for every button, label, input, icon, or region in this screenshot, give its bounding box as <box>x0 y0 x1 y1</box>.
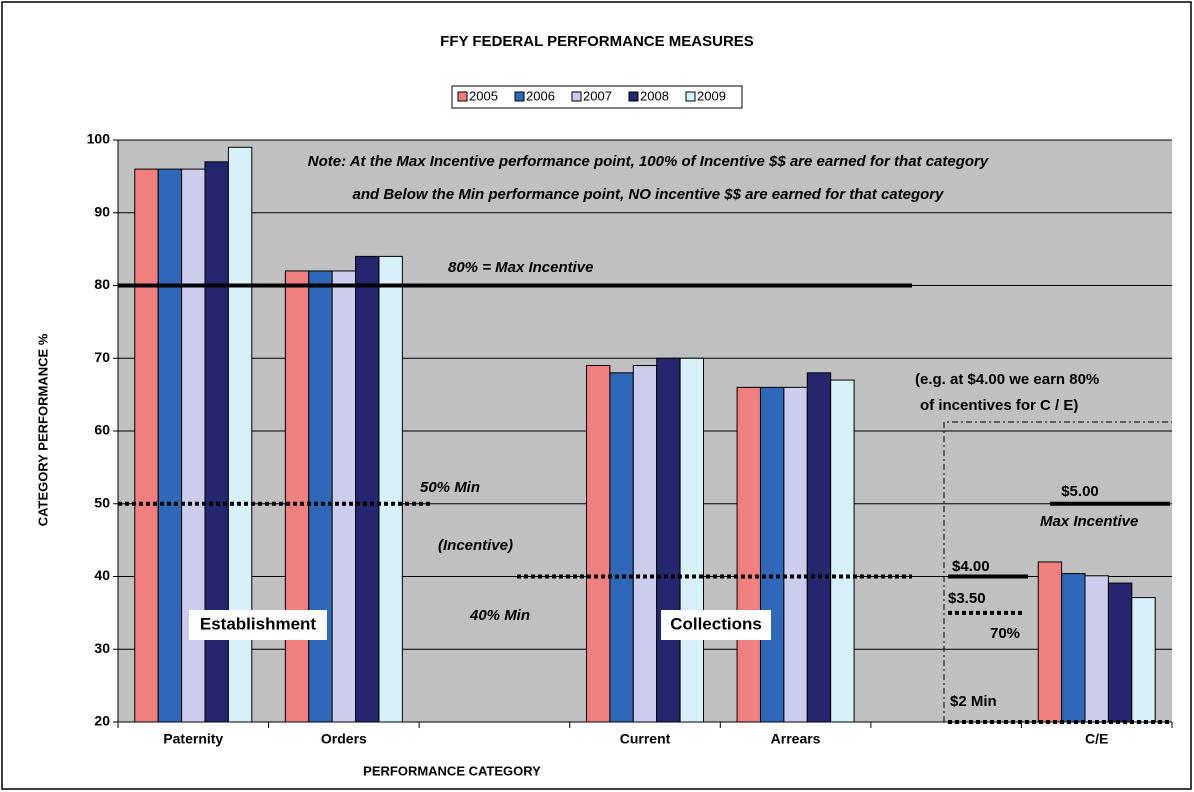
annotation: 40% Min <box>469 607 530 624</box>
annotation: (Incentive) <box>438 537 513 554</box>
legend-label: 2007 <box>583 88 612 103</box>
y-tick-label: 20 <box>94 713 110 729</box>
y-tick-label: 30 <box>94 640 110 656</box>
bar <box>806 372 832 723</box>
legend-swatch <box>685 91 696 102</box>
x-tick-label: Current <box>620 731 671 747</box>
legend-swatch <box>457 91 468 102</box>
annotation: $4.00 <box>952 558 990 575</box>
y-tick-label: 80 <box>94 276 110 292</box>
bar <box>1131 597 1156 723</box>
annotation: 80% = Max Incentive <box>448 259 594 276</box>
bar <box>783 386 808 723</box>
annotation: $5.00 <box>1061 483 1099 500</box>
bar <box>679 357 704 723</box>
bar <box>736 386 761 723</box>
bar <box>830 379 855 723</box>
bar <box>227 146 253 723</box>
bar <box>308 270 333 723</box>
bar <box>378 255 403 723</box>
y-axis-label: CATEGORY PERFORMANCE % <box>35 333 50 526</box>
bar <box>759 386 785 723</box>
x-tick-label: Paternity <box>163 731 223 747</box>
bar <box>1107 582 1133 723</box>
annotation: $2 Min <box>950 693 997 710</box>
x-tick-label: C/E <box>1085 731 1108 747</box>
annotation: Collections <box>670 614 762 633</box>
annotation: 50% Min <box>420 479 480 496</box>
bar <box>355 255 380 723</box>
annotation: Note: At the Max Incentive performance p… <box>308 153 989 170</box>
bar <box>284 270 310 723</box>
y-tick-label: 90 <box>94 203 110 219</box>
bar <box>632 365 658 723</box>
bar <box>1037 561 1063 723</box>
bar <box>1084 575 1109 723</box>
annotation: and Below the Min performance point, NO … <box>353 186 945 203</box>
legend-label: 2005 <box>469 88 498 103</box>
legend-swatch <box>514 91 525 102</box>
legend-label: 2008 <box>640 88 669 103</box>
annotation: 70% <box>990 625 1020 642</box>
y-tick-label: 70 <box>94 349 110 365</box>
bar <box>609 372 634 723</box>
annotation: $3.50 <box>948 590 986 607</box>
bar <box>1061 573 1086 723</box>
x-axis-label: PERFORMANCE CATEGORY <box>363 763 541 778</box>
y-tick-label: 60 <box>94 422 110 438</box>
bar <box>331 270 357 723</box>
chart-title: FFY FEDERAL PERFORMANCE MEASURES <box>440 33 754 50</box>
bar <box>656 357 681 723</box>
y-tick-label: 40 <box>94 567 110 583</box>
annotation-box <box>189 610 327 640</box>
y-tick-label: 100 <box>87 131 111 147</box>
bar <box>157 168 183 723</box>
legend-swatch <box>571 91 582 102</box>
legend-label: 2009 <box>697 88 726 103</box>
legend-label: 2006 <box>526 88 555 103</box>
y-tick-label: 50 <box>94 494 110 510</box>
annotation: of incentives for C / E) <box>920 397 1078 414</box>
annotation: Establishment <box>200 614 317 633</box>
annotation: Max Incentive <box>1040 513 1138 530</box>
bar <box>134 168 159 723</box>
bar <box>586 365 611 723</box>
ce-frame <box>943 421 1172 722</box>
x-tick-label: Orders <box>321 731 367 747</box>
legend-swatch <box>628 91 639 102</box>
annotation-box <box>661 610 771 640</box>
annotation: (e.g. at $4.00 we earn 80% <box>915 371 1099 388</box>
x-tick-label: Arrears <box>771 731 821 747</box>
